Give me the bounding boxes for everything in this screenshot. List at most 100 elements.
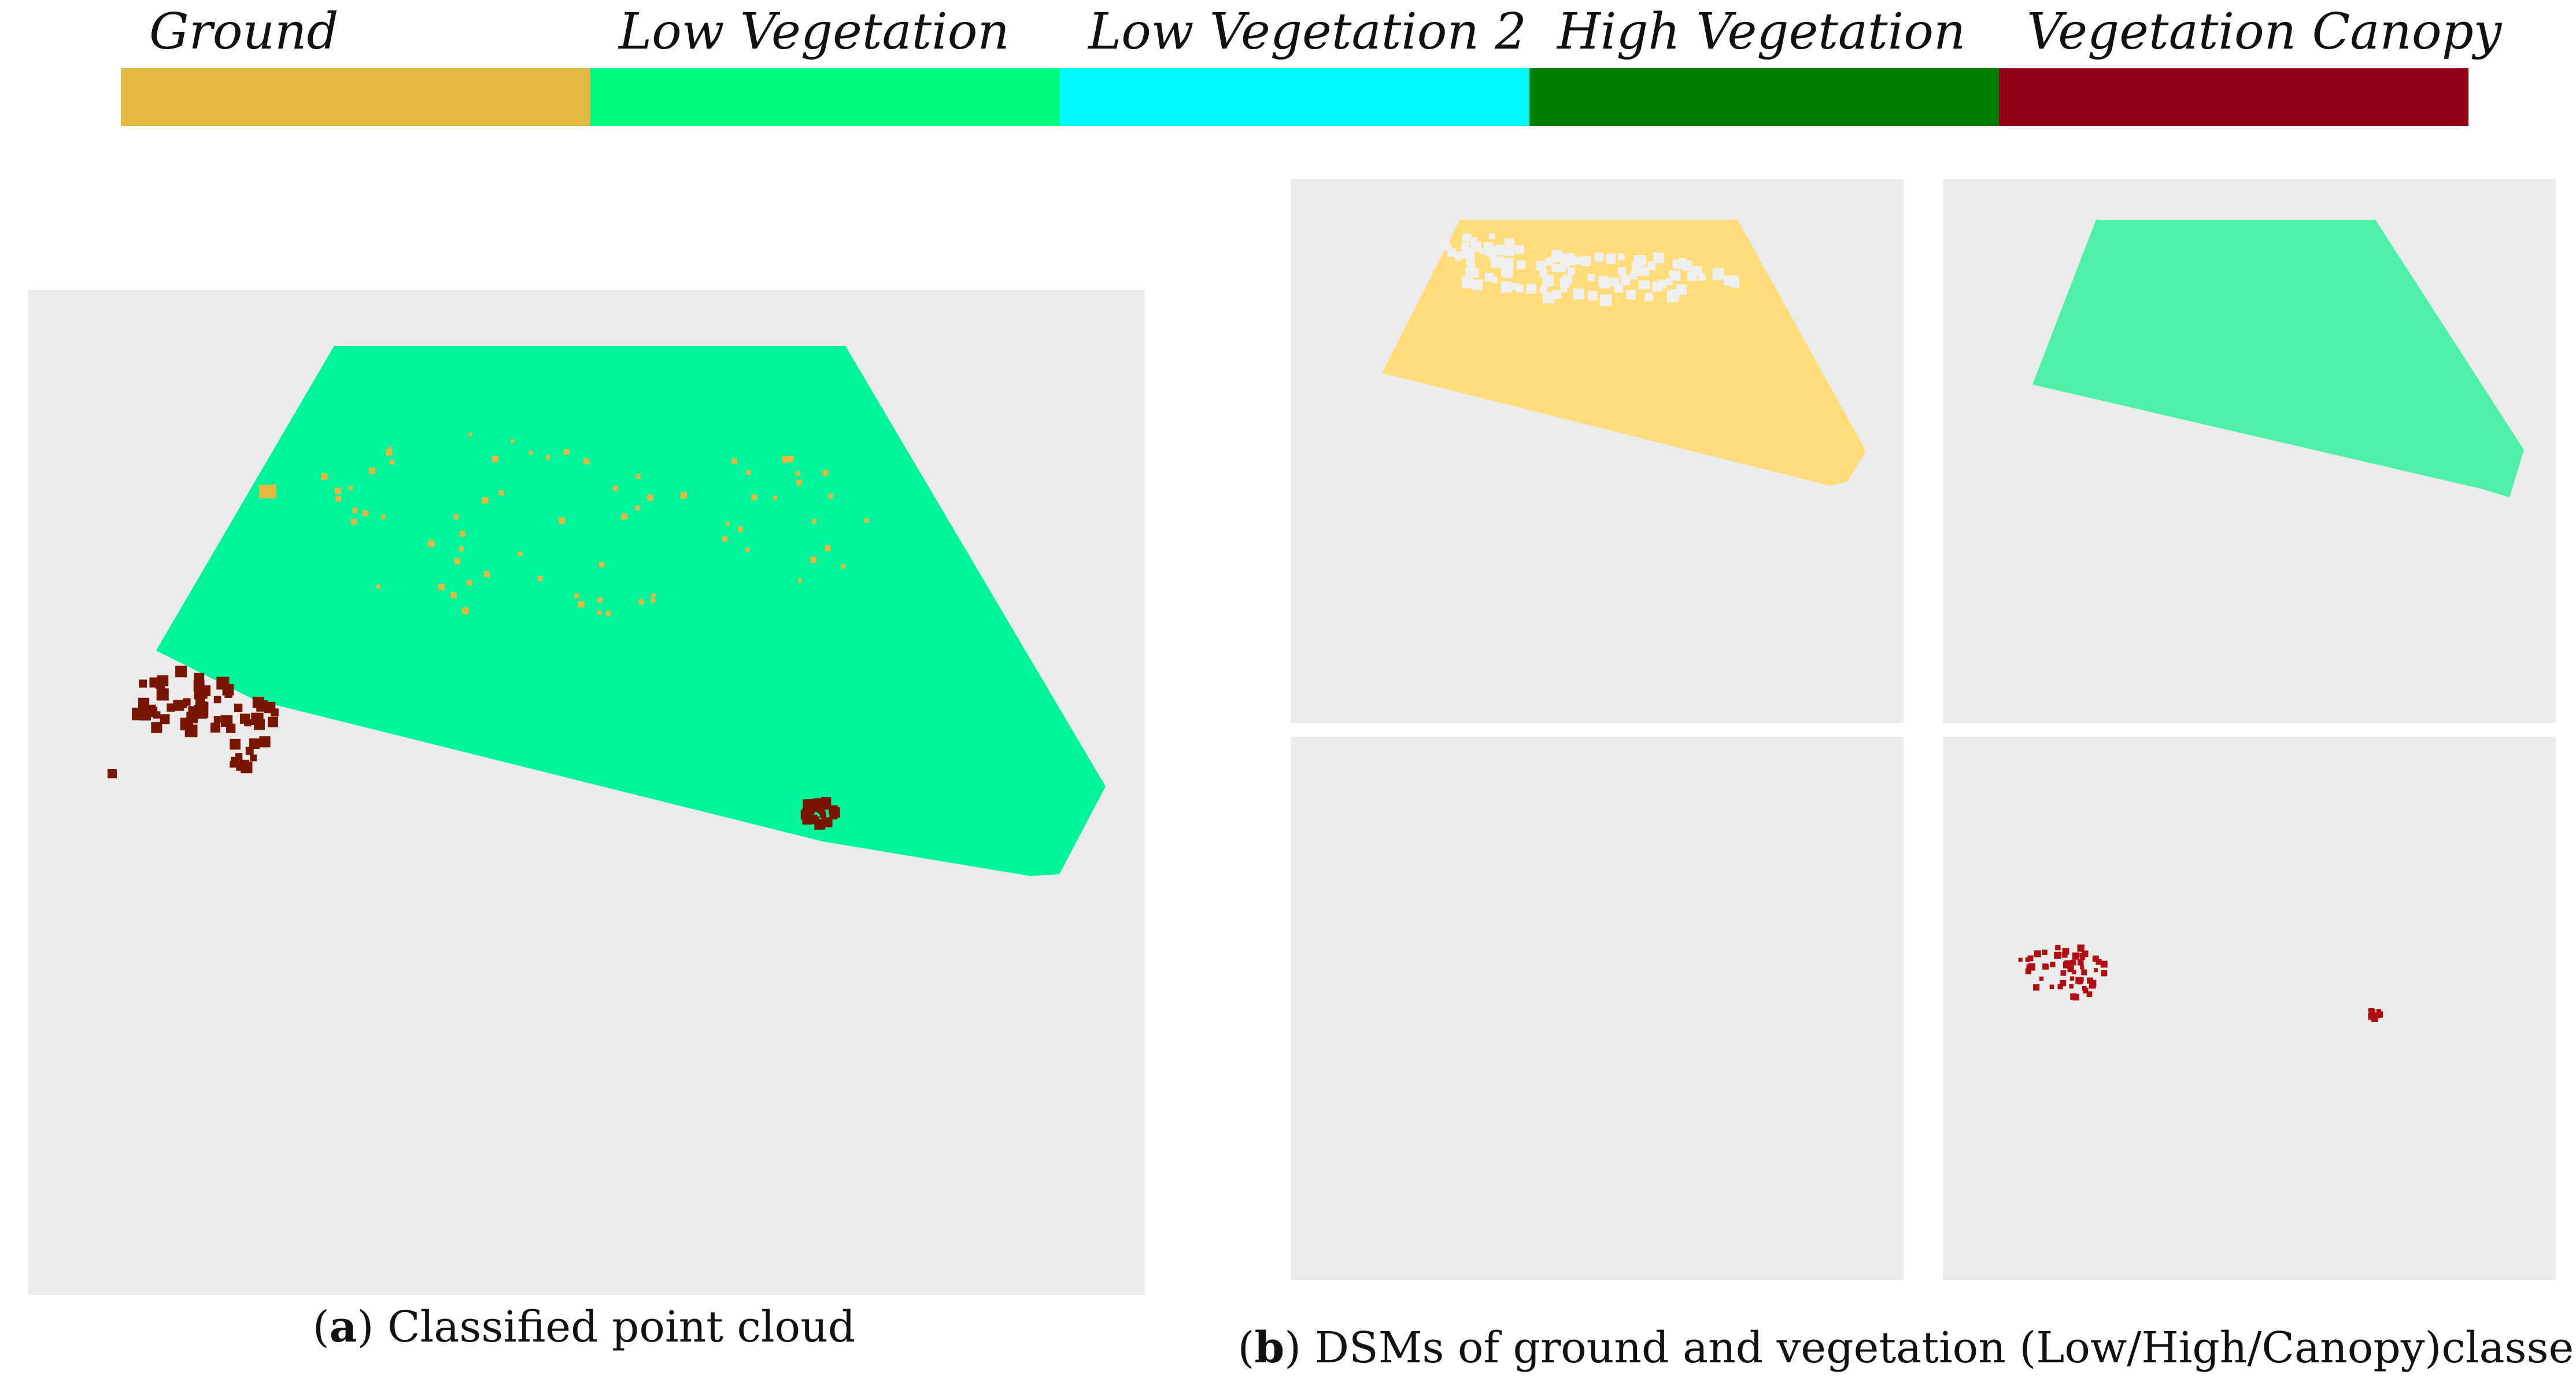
dsm-canopy-point	[2100, 960, 2108, 968]
ground-speckle	[386, 449, 393, 456]
ground-speckle	[381, 515, 386, 519]
canopy-point	[823, 818, 833, 827]
ground-speckle	[737, 526, 744, 532]
dsm-ground-gap	[1489, 233, 1495, 239]
ground-speckle	[583, 458, 590, 464]
dsm-ground-gap	[1641, 280, 1650, 290]
dsm-ground-gap	[1495, 245, 1504, 253]
canopy-point	[251, 712, 264, 725]
canopy-point	[198, 707, 209, 718]
canopy-point	[156, 688, 169, 701]
ground-speckle	[483, 571, 490, 578]
dsm-high-vegetation-panel	[1291, 737, 1904, 1280]
canopy-point	[259, 736, 271, 748]
dsm-canopy-point	[2082, 988, 2089, 993]
dsm-ground-gap	[1599, 278, 1610, 289]
dsm-ground-gap	[1632, 266, 1640, 275]
dsm-canopy-point	[2018, 958, 2023, 962]
dsm-ground-gap	[1581, 256, 1591, 266]
dsm-ground-gap	[1526, 283, 1536, 294]
legend-swatch-vegetation-canopy	[1999, 68, 2468, 126]
dsm-ground-gap	[1594, 252, 1604, 262]
dsm-ground-gap	[1698, 274, 1706, 281]
canopy-point	[149, 677, 160, 688]
caption-b: (b) DSMs of ground and vegetation (Low/H…	[1238, 1323, 2576, 1373]
canopy-cluster-left	[108, 666, 279, 778]
dsm-ground-gap	[1606, 253, 1616, 264]
ground-speckle	[468, 433, 472, 437]
legend-label-low-vegetation-2: Low Vegetation 2	[1087, 3, 1527, 61]
canopy-point	[216, 677, 230, 690]
canopy-point	[149, 707, 158, 715]
dsm-canopy-point	[2077, 944, 2085, 952]
ground-speckle	[731, 458, 737, 464]
ground-speckle	[459, 546, 464, 552]
dsm-ground-gap	[1511, 283, 1520, 290]
canopy-point	[139, 679, 147, 688]
ground-speckle	[545, 455, 550, 460]
ground-patch	[259, 485, 276, 498]
dsm-ground-gap	[1468, 253, 1474, 261]
ground-speckle	[363, 510, 369, 516]
canopy-point	[108, 769, 117, 778]
dsm-canopy-point	[2376, 1013, 2381, 1018]
dsm-canopy-panel	[1943, 737, 2556, 1280]
ground-speckle	[335, 496, 342, 502]
legend: Ground Low Vegetation Low Vegetation 2 H…	[121, 3, 2503, 126]
panel-a	[28, 290, 1145, 1295]
dsm-canopy-point	[2057, 984, 2063, 989]
legend-swatch-ground	[121, 68, 590, 126]
dsm-canopy-point	[2070, 959, 2076, 966]
dsm-low-vegetation-shape	[2032, 220, 2524, 497]
dsm-ground-gap	[1552, 290, 1562, 300]
dsm-ground-gap	[1681, 260, 1692, 271]
dsm-ground-gap	[1640, 267, 1649, 276]
legend-label-ground: Ground	[149, 3, 338, 61]
legend-label-high-vegetation: High Vegetation	[1556, 3, 1965, 61]
dsm-canopy-point	[2101, 970, 2108, 977]
dsm-ground-gap	[1568, 267, 1575, 275]
dsm-canopy-point	[2094, 968, 2098, 973]
ground-speckle	[635, 505, 640, 511]
dsm-ground-gap	[1672, 260, 1680, 267]
canopy-point	[167, 703, 175, 712]
canopy-point	[199, 690, 208, 699]
ground-speckle	[482, 497, 489, 504]
ground-speckle	[350, 518, 357, 525]
ground-speckle	[864, 518, 869, 523]
ground-speckle	[467, 579, 472, 586]
ground-speckle	[369, 467, 376, 474]
dsm-ground-gap	[1573, 288, 1584, 300]
canopy-point	[157, 675, 169, 686]
dsm-canopy-point	[2072, 970, 2076, 974]
canopy-cluster-right	[800, 797, 840, 830]
dsm-canopy-point	[2074, 955, 2079, 959]
canopy-point	[818, 806, 826, 814]
caption-b-text: DSMs of ground and vegetation (Low/High/…	[1315, 1323, 2576, 1373]
dsm-ground-gap	[1465, 267, 1474, 277]
dsm-ground-gap	[1502, 260, 1509, 268]
dsm-ground-gap	[1560, 285, 1568, 293]
caption-a: (a) Classified point cloud	[313, 1302, 856, 1352]
ground-speckle	[335, 487, 341, 494]
legend-label-vegetation-canopy: Vegetation Canopy	[2027, 3, 2503, 61]
ground-speckle	[428, 540, 435, 547]
dsm-ground-gap	[1461, 276, 1474, 289]
ground-speckle	[537, 576, 543, 581]
dsm-ground-gap	[1456, 251, 1463, 258]
ground-speckle	[597, 610, 602, 615]
dsm-canopy-point	[2069, 984, 2074, 989]
dsm-canopy-point	[2067, 966, 2074, 973]
dsm-ground-gap	[1657, 279, 1666, 289]
dsm-ground-gaps	[1437, 233, 1740, 306]
ground-speckle	[722, 536, 728, 542]
ground-speckle	[787, 456, 794, 463]
dsm-canopy-point	[2092, 955, 2099, 962]
ground-speckle	[726, 522, 730, 526]
dsm-canopy-point	[2027, 955, 2034, 962]
ground-speckle	[746, 470, 751, 475]
dsm-ground-gap	[1618, 267, 1626, 275]
dsm-ground-gap	[1445, 244, 1452, 251]
canopy-point	[175, 666, 187, 678]
legend-swatch-low-vegetation-2	[1060, 68, 1529, 126]
